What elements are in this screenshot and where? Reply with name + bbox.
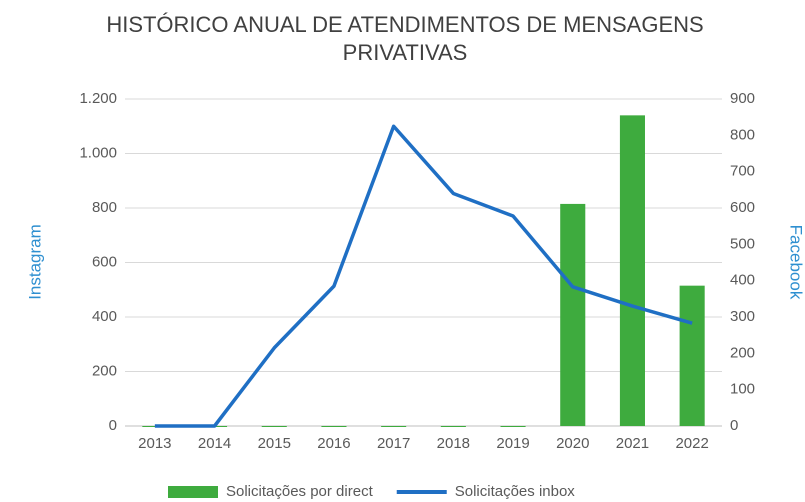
y2-tick-label: 200 <box>730 344 755 361</box>
bar <box>560 203 586 426</box>
y-tick-label: 400 <box>92 308 117 325</box>
x-tick-label: 2020 <box>556 435 589 452</box>
chart-title: PRIVATIVAS <box>343 40 468 65</box>
bar <box>261 426 287 427</box>
x-tick-label: 2014 <box>198 435 231 452</box>
y2-tick-label: 400 <box>730 272 755 289</box>
y2-tick-label: 300 <box>730 308 755 325</box>
chart-title: HISTÓRICO ANUAL DE ATENDIMENTOS DE MENSA… <box>106 12 703 37</box>
x-tick-label: 2021 <box>616 435 649 452</box>
y-tick-label: 0 <box>109 417 117 434</box>
bar <box>321 426 347 427</box>
x-tick-label: 2019 <box>496 435 529 452</box>
bar <box>381 426 407 427</box>
y2-tick-label: 100 <box>730 381 755 398</box>
line <box>154 124 693 428</box>
y2-tick-label: 900 <box>730 90 755 107</box>
x-tick-label: 2016 <box>317 435 350 452</box>
x-tick-label: 2015 <box>258 435 291 452</box>
x-tick-label: 2013 <box>138 435 171 452</box>
y2-tick-label: 700 <box>730 163 755 180</box>
bar <box>679 285 705 426</box>
y2-tick-label: 600 <box>730 199 755 216</box>
y-tick-label: 1.000 <box>79 144 117 161</box>
y2-tick-label: 500 <box>730 235 755 252</box>
legend-swatch <box>168 486 218 498</box>
bar <box>500 426 526 427</box>
y2-axis-label: Facebook <box>787 225 805 300</box>
x-tick-label: 2022 <box>675 435 708 452</box>
y2-tick-label: 0 <box>730 417 738 434</box>
bar <box>619 115 645 426</box>
bar <box>440 426 466 427</box>
x-tick-label: 2017 <box>377 435 410 452</box>
legend-label: Solicitações por direct <box>226 483 374 500</box>
y-tick-label: 1.200 <box>79 90 117 107</box>
y-axis-label: Instagram <box>25 224 44 300</box>
y-tick-label: 200 <box>92 362 117 379</box>
y2-tick-label: 800 <box>730 126 755 143</box>
y-tick-label: 600 <box>92 253 117 270</box>
x-tick-label: 2018 <box>437 435 470 452</box>
y-tick-label: 800 <box>92 199 117 216</box>
legend-label: Solicitações inbox <box>455 483 576 500</box>
